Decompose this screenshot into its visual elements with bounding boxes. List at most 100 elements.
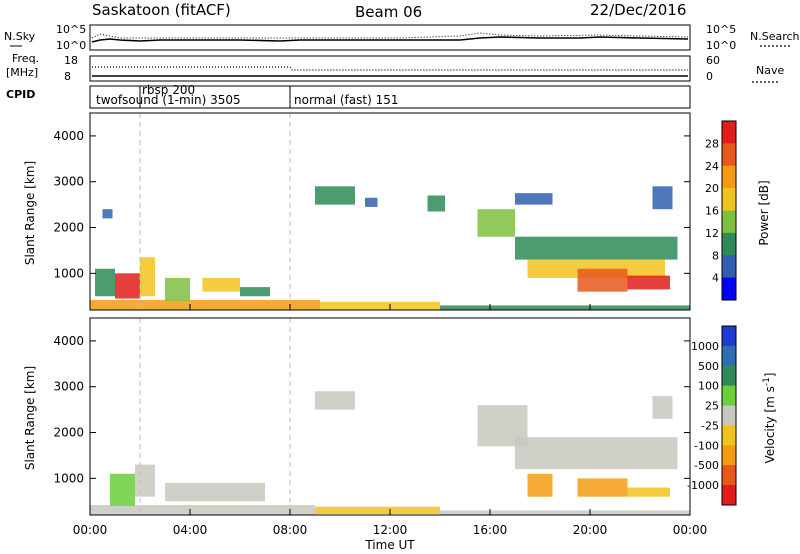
echo-region-17 <box>627 275 670 290</box>
power-ylabel: Slant Range [km] <box>23 161 37 265</box>
cpid-panel: twofsound (1-min) 3505 rbsp 200 normal (… <box>89 83 691 109</box>
echo-region-1 <box>315 506 440 515</box>
echo-region-11 <box>627 487 670 497</box>
noise-left-tick-bottom: 10^0 <box>56 39 86 52</box>
echo-region-3 <box>110 473 135 506</box>
freq-frame <box>89 55 691 82</box>
colorbar-swatch-5 <box>722 232 736 256</box>
velocity-y-ticks: 1000 2000 3000 4000 <box>53 334 690 485</box>
colorbar-swatch-1 <box>722 143 736 167</box>
ytick-label-1: 2000 <box>53 426 84 440</box>
echo-region-0 <box>90 504 315 515</box>
xtick-label-3: 12:00 <box>373 523 408 537</box>
velocity-label-main: Velocity [m s <box>763 386 777 463</box>
xtick-label-2: 08:00 <box>273 523 308 537</box>
colorbar-tick-4: -25 <box>701 419 719 432</box>
echo-region-5 <box>165 482 265 502</box>
colorbar-swatch-0 <box>722 121 736 144</box>
station-title: Saskatoon (fitACF) <box>92 1 231 19</box>
colorbar-swatch-4 <box>722 210 736 234</box>
power-colorbar: 4 8 12 16 20 24 28 <box>705 120 737 301</box>
echo-region-8 <box>202 277 240 292</box>
power-y-ticks: 1000 2000 3000 4000 <box>53 129 690 280</box>
colorbar-tick-1: 8 <box>712 249 719 262</box>
noise-right-tick-bottom: 10^0 <box>706 39 736 52</box>
echo-region-12 <box>652 395 673 419</box>
colorbar-tick-2: 12 <box>705 227 719 240</box>
echo-region-1 <box>320 301 440 310</box>
colorbar-swatch-4 <box>722 405 736 426</box>
velocity-ylabel: Slant Range [km] <box>23 366 37 470</box>
noise-left-tick-top: 10^5 <box>56 23 86 36</box>
echo-region-9 <box>240 287 270 297</box>
freq-left-tick-bottom: 8 <box>64 70 71 83</box>
echo-region-9 <box>527 473 553 497</box>
velocity-label-close: ] <box>763 373 777 378</box>
xtick-label-1: 04:00 <box>173 523 208 537</box>
colorbar-frame <box>721 120 737 301</box>
time-axis: 00:00 04:00 08:00 12:00 16:00 20:00 00:00 <box>73 304 708 537</box>
colorbar-swatch-8 <box>722 485 736 506</box>
nsky-trace <box>91 36 689 43</box>
cpid-segment-3: normal (fast) 151 <box>294 93 398 107</box>
echo-region-5 <box>95 268 115 297</box>
ytick-label-3: 4000 <box>53 129 84 143</box>
colorbar-swatch-2 <box>722 165 736 189</box>
nave-trace <box>92 66 688 71</box>
echo-region-10 <box>577 478 628 497</box>
colorbar-tick-5: -100 <box>694 439 719 452</box>
echo-region-3 <box>115 273 140 299</box>
noise-frame <box>89 24 691 51</box>
ytick-label-0: 1000 <box>53 471 84 485</box>
echo-region-14 <box>515 236 678 260</box>
xtick-label-6: 00:00 <box>673 523 708 537</box>
echo-region-6 <box>102 209 113 219</box>
echo-region-7 <box>165 277 190 301</box>
freq-unit-label: [MHz] <box>6 66 38 79</box>
ytick-label-0: 1000 <box>53 266 84 280</box>
colorbar-swatch-7 <box>722 465 736 486</box>
colorbar-tick-2: 100 <box>698 380 719 393</box>
echo-region-8 <box>515 437 678 470</box>
velocity-colorbar: 1000 500 100 25 -25 -100 -500 -1000 <box>687 325 737 506</box>
echo-region-10 <box>315 186 355 205</box>
velocity-label-exp: -1 <box>762 377 772 386</box>
colorbar-tick-0: 4 <box>712 272 719 285</box>
ytick-label-2: 3000 <box>53 175 84 189</box>
velocity-panel: 1000 2000 3000 4000 Slant Range [km] 1000 50… <box>23 317 777 516</box>
colorbar-swatch-5 <box>722 425 736 446</box>
colorbar-tick-7: -1000 <box>687 479 719 492</box>
colorbar-swatch-7 <box>722 277 736 301</box>
colorbar-swatch-0 <box>722 326 736 347</box>
freq-right-tick-top: 60 <box>706 54 720 67</box>
cpid-segment-2: rbsp 200 <box>142 83 195 97</box>
ytick-label-1: 2000 <box>53 221 84 235</box>
freq-label: Freq. <box>12 52 39 65</box>
colorbar-tick-3: 25 <box>705 400 719 413</box>
ytick-label-3: 4000 <box>53 334 84 348</box>
cpid-segment-1: twofsound (1-min) 3505 <box>96 93 241 107</box>
echo-region-4 <box>140 257 155 297</box>
colorbar-tick-3: 16 <box>705 205 719 218</box>
nsky-label: N.Sky <box>4 30 36 43</box>
power-panel: 1000 2000 3000 4000 Slant Range [km] 4 8 12 16… <box>23 112 771 311</box>
colorbar-swatch-6 <box>722 255 736 279</box>
velocity-colorbar-label: Velocity [m s-1] <box>762 373 777 464</box>
cpid-label: CPID <box>6 88 35 101</box>
nave-label: Nave <box>756 64 784 77</box>
power-colorbar-label: Power [dB] <box>757 180 771 245</box>
colorbar-tick-0: 1000 <box>691 340 719 353</box>
colorbar-tick-6: 28 <box>705 137 719 150</box>
power-cells <box>90 113 690 310</box>
freq-left-tick-top: 18 <box>64 54 78 67</box>
velocity-cells <box>90 318 690 515</box>
freq-right-tick-bottom: 0 <box>706 70 713 83</box>
colorbar-swatch-2 <box>722 365 736 387</box>
beam-title: Beam 06 <box>355 3 422 21</box>
echo-region-4 <box>135 464 155 497</box>
xtick-label-0: 00:00 <box>73 523 108 537</box>
xtick-label-4: 16:00 <box>473 523 508 537</box>
colorbar-swatch-3 <box>722 385 736 407</box>
colorbar-frame <box>721 325 737 506</box>
